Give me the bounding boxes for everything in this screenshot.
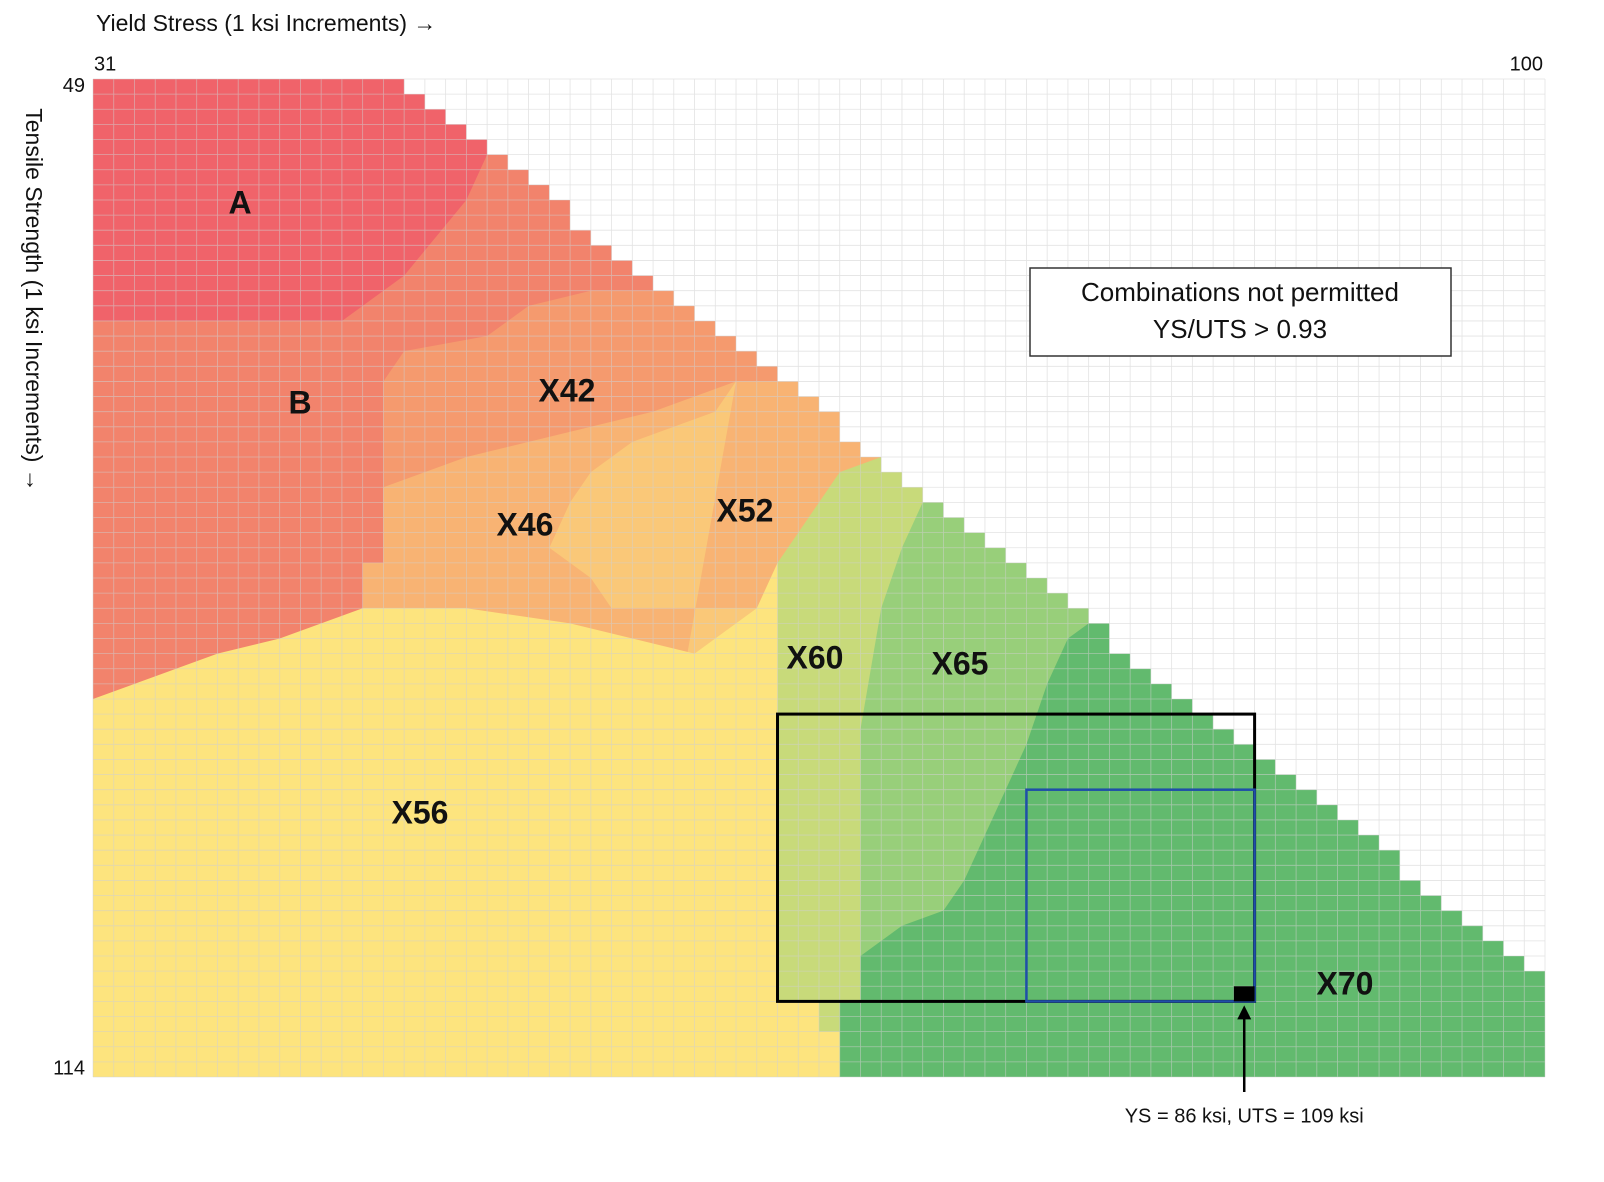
grade-label: X65 (932, 645, 989, 681)
note-box (1029, 267, 1452, 357)
note-text: YS/UTS > 0.93 (1153, 314, 1327, 344)
grade-label: B (288, 384, 311, 420)
grade-label: X46 (497, 506, 554, 542)
y-axis-label: Tensile Strength (1 ksi Increments) → (21, 108, 47, 491)
cell-grid (92, 78, 1546, 1078)
y-tick-label: 49 (63, 75, 85, 97)
note-text: Combinations not permitted (1081, 277, 1399, 307)
point-marker (1233, 986, 1255, 1002)
grade-label: X52 (717, 492, 774, 528)
x-tick-label: 31 (94, 53, 116, 75)
grade-label: X56 (392, 794, 449, 830)
point-label: YS = 86 ksi, UTS = 109 ksi (1125, 1105, 1364, 1127)
x-axis-label: Yield Stress (1 ksi Increments) → (96, 10, 436, 36)
grade-label: X70 (1317, 965, 1374, 1001)
highlight-box (1025, 788, 1256, 1003)
grade-label: X42 (539, 372, 596, 408)
grade-label: X60 (787, 639, 844, 675)
grade-label: A (228, 184, 251, 220)
y-tick-label: 114 (53, 1058, 85, 1080)
pointer-arrowhead (1237, 1005, 1252, 1020)
x-tick-label: 100 (1510, 53, 1543, 75)
